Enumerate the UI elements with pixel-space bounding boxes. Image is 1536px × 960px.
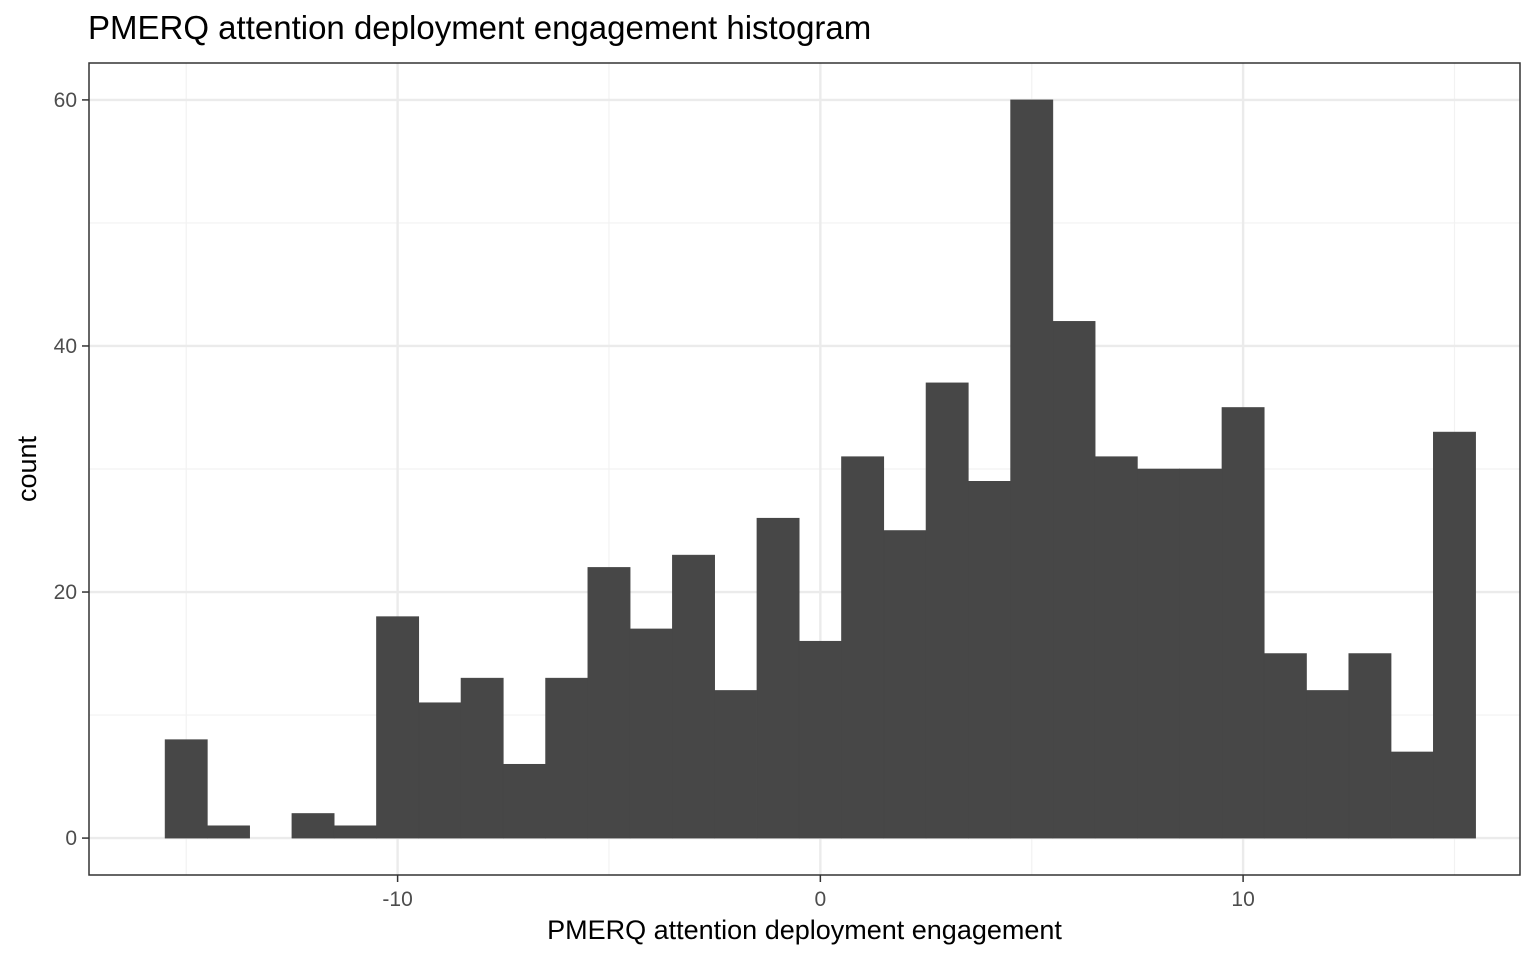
y-tick-label: 20	[54, 581, 77, 604]
histogram-bar	[164, 739, 208, 839]
histogram-bar	[545, 677, 589, 839]
panel-border	[88, 62, 1521, 876]
histogram-bar	[672, 554, 715, 839]
histogram-bar	[714, 690, 758, 839]
histogram-bar	[376, 616, 420, 839]
histogram-bar	[798, 640, 842, 839]
histogram-bar	[587, 567, 631, 839]
histogram-bar	[333, 825, 377, 839]
histogram-bar	[883, 530, 927, 839]
chart-title: PMERQ attention deployment engagement hi…	[88, 9, 871, 46]
histogram-bar	[1348, 653, 1392, 839]
histogram-bar	[1010, 99, 1054, 839]
histogram-bar	[925, 382, 969, 839]
histogram-bar	[1433, 431, 1476, 839]
histogram-bar	[418, 702, 462, 839]
y-tick-label: 40	[54, 335, 77, 358]
x-tick-label: 0	[815, 888, 827, 911]
histogram-bar	[629, 628, 673, 839]
histogram-bar	[968, 481, 1011, 839]
histogram-bar	[1306, 690, 1350, 839]
histogram-bar	[1221, 407, 1265, 839]
histogram-bar	[1094, 456, 1138, 839]
histogram-bar	[1137, 468, 1180, 839]
y-axis-title: count	[12, 435, 42, 502]
axis-ticks: -10 0 10 0 20 40 60	[54, 89, 1255, 911]
histogram-bar	[502, 763, 546, 839]
histogram-bar	[1390, 751, 1434, 839]
histogram-bar	[207, 825, 250, 839]
x-tick-label: -10	[382, 888, 412, 911]
histogram-bar	[1179, 468, 1223, 839]
histogram-bar	[1052, 321, 1096, 839]
x-axis-title: PMERQ attention deployment engagement	[547, 915, 1062, 945]
histogram-bar	[460, 677, 504, 839]
y-tick-label: 60	[54, 89, 77, 112]
y-tick-label: 0	[65, 827, 77, 850]
histogram-bars	[164, 99, 1476, 839]
histogram-bar	[291, 813, 335, 839]
histogram-bar	[1263, 653, 1307, 839]
x-tick-label: 10	[1231, 888, 1254, 911]
histogram-bar	[756, 517, 800, 839]
histogram-bar	[841, 456, 885, 839]
